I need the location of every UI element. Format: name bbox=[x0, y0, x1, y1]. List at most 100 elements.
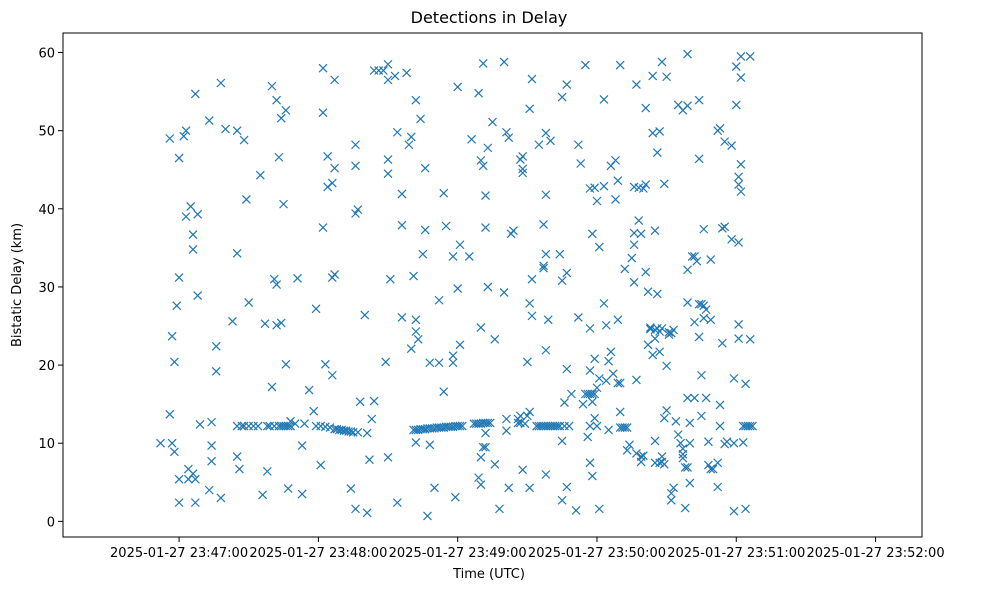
data-point-marker bbox=[325, 423, 335, 433]
data-point-marker bbox=[599, 94, 609, 104]
data-point-marker bbox=[392, 127, 402, 137]
data-point-marker bbox=[562, 80, 572, 89]
data-point-marker bbox=[228, 316, 237, 326]
data-point-marker bbox=[557, 92, 567, 102]
data-point-marker bbox=[583, 432, 593, 442]
data-point-marker bbox=[683, 393, 692, 403]
data-point-marker bbox=[188, 245, 198, 254]
data-point-marker bbox=[669, 483, 679, 493]
data-point-marker bbox=[594, 242, 604, 252]
data-point-marker bbox=[571, 506, 581, 515]
data-point-marker bbox=[485, 418, 495, 428]
data-point-marker bbox=[620, 423, 630, 433]
data-point-marker bbox=[165, 409, 175, 419]
data-point-marker bbox=[455, 240, 465, 250]
data-point-marker bbox=[736, 73, 746, 82]
data-point-marker bbox=[708, 464, 718, 474]
data-point-marker bbox=[736, 159, 746, 169]
data-point-marker bbox=[701, 305, 711, 315]
data-point-marker bbox=[622, 445, 632, 455]
data-point-marker bbox=[483, 418, 493, 428]
data-point-marker bbox=[413, 334, 423, 344]
data-point-marker bbox=[601, 320, 611, 330]
data-point-marker bbox=[318, 108, 328, 118]
data-point-marker bbox=[527, 311, 537, 321]
data-point-marker bbox=[585, 421, 595, 431]
data-point-marker bbox=[643, 287, 653, 297]
data-point-marker bbox=[457, 421, 467, 431]
scatter-markers bbox=[156, 49, 757, 521]
data-point-marker bbox=[736, 187, 746, 197]
data-point-marker bbox=[669, 325, 679, 335]
data-point-marker bbox=[241, 195, 251, 204]
data-point-marker bbox=[611, 195, 620, 204]
data-point-marker bbox=[590, 389, 600, 399]
data-point-marker bbox=[694, 95, 704, 105]
data-point-marker bbox=[734, 180, 744, 190]
data-point-marker bbox=[697, 370, 706, 380]
data-point-marker bbox=[717, 338, 727, 348]
data-point-marker bbox=[641, 267, 651, 277]
data-point-marker bbox=[722, 437, 732, 447]
data-point-marker bbox=[495, 504, 504, 514]
data-point-marker bbox=[576, 159, 586, 168]
data-point-marker bbox=[745, 52, 755, 61]
data-point-marker bbox=[527, 74, 537, 84]
data-point-marker bbox=[706, 315, 716, 325]
data-point-marker bbox=[216, 78, 226, 88]
data-point-marker bbox=[502, 414, 511, 424]
data-point-marker bbox=[741, 379, 750, 389]
data-point-marker bbox=[369, 396, 379, 406]
data-point-marker bbox=[525, 483, 535, 493]
data-point-marker bbox=[455, 421, 465, 431]
data-point-marker bbox=[418, 249, 428, 259]
data-point-marker bbox=[190, 474, 200, 484]
data-point-marker bbox=[488, 117, 497, 127]
data-point-marker bbox=[703, 437, 713, 447]
data-point-marker bbox=[476, 323, 486, 333]
data-point-marker bbox=[448, 252, 458, 261]
data-point-marker bbox=[272, 280, 282, 290]
data-point-marker bbox=[634, 216, 644, 225]
y-tick-label: 10 bbox=[38, 437, 55, 452]
data-point-marker bbox=[673, 430, 683, 440]
data-point-marker bbox=[174, 153, 184, 163]
data-point-marker bbox=[587, 389, 597, 399]
y-tick-label: 20 bbox=[38, 359, 55, 374]
data-point-marker bbox=[587, 397, 597, 407]
data-point-marker bbox=[592, 196, 602, 206]
data-point-marker bbox=[504, 133, 514, 143]
data-point-marker bbox=[397, 189, 407, 199]
data-point-marker bbox=[156, 438, 165, 448]
data-point-marker bbox=[165, 134, 175, 143]
data-point-marker bbox=[573, 313, 583, 322]
data-point-marker bbox=[406, 132, 416, 142]
data-point-marker bbox=[423, 511, 432, 521]
data-point-marker bbox=[694, 332, 704, 342]
data-point-marker bbox=[355, 397, 365, 407]
data-point-marker bbox=[585, 323, 595, 333]
x-axis-label: Time (UTC) bbox=[452, 567, 525, 582]
data-point-marker bbox=[541, 345, 551, 355]
data-point-marker bbox=[318, 63, 328, 73]
y-axis-label: Bistatic Delay (km) bbox=[10, 223, 25, 347]
data-point-marker bbox=[585, 366, 595, 375]
data-point-marker bbox=[323, 152, 333, 161]
data-point-marker bbox=[330, 270, 340, 279]
data-point-marker bbox=[648, 350, 658, 360]
data-point-marker bbox=[632, 375, 641, 385]
data-point-marker bbox=[455, 340, 465, 350]
data-point-marker bbox=[541, 128, 551, 138]
data-point-marker bbox=[645, 323, 655, 333]
data-point-marker bbox=[555, 249, 565, 259]
data-point-marker bbox=[611, 155, 620, 165]
data-point-marker bbox=[411, 438, 421, 447]
data-point-marker bbox=[195, 420, 205, 429]
data-point-marker bbox=[662, 361, 672, 371]
data-point-marker bbox=[539, 261, 549, 271]
data-point-marker bbox=[239, 135, 249, 145]
data-point-marker bbox=[520, 419, 530, 429]
data-point-marker bbox=[699, 301, 709, 311]
data-point-marker bbox=[353, 205, 363, 215]
data-point-marker bbox=[448, 351, 458, 361]
